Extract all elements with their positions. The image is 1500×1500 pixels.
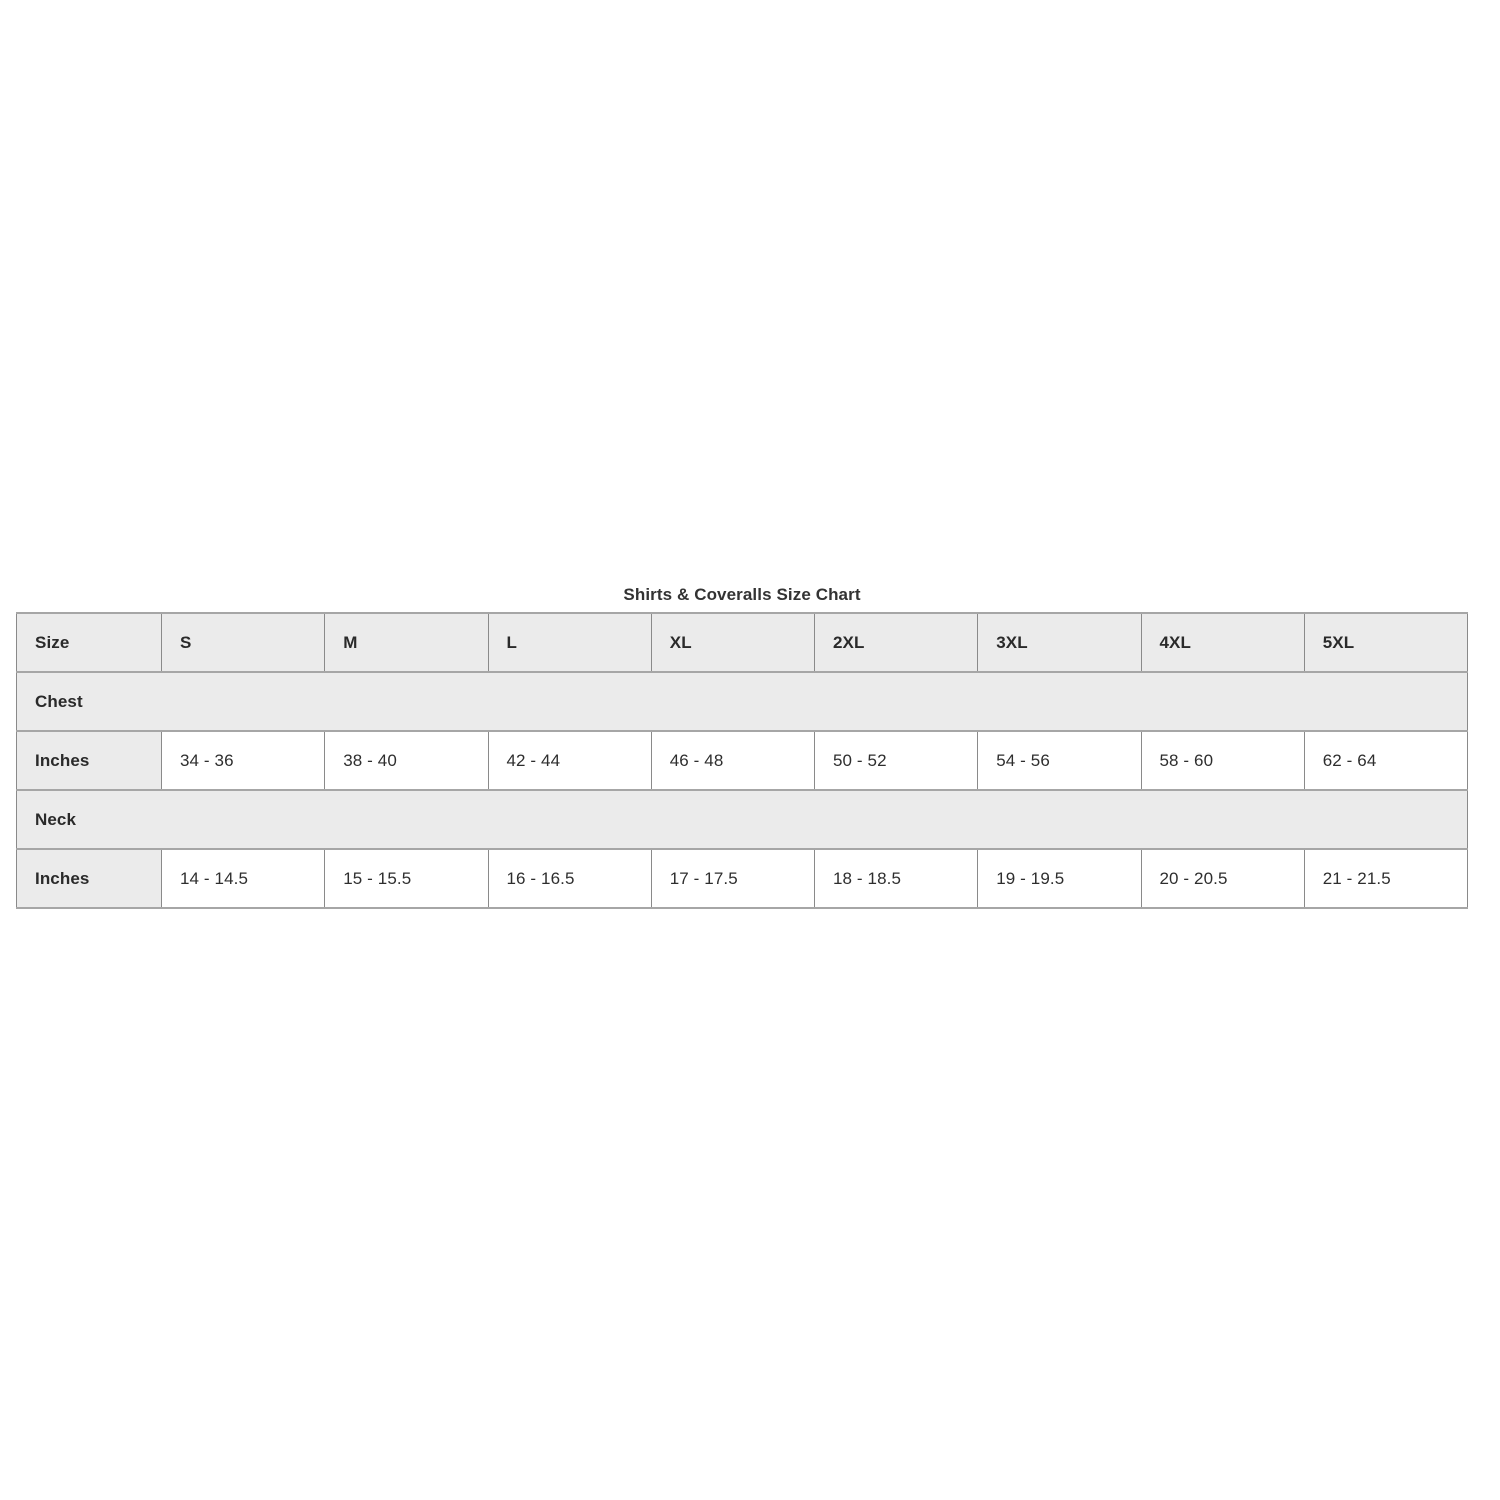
neck-value-s: 14 - 14.5: [160, 848, 326, 909]
header-cell-3xl: 3XL: [977, 612, 1142, 673]
header-cell-5xl: 5XL: [1303, 612, 1469, 673]
chest-value-m: 38 - 40: [324, 730, 489, 791]
row-label-neck-inches: Inches: [16, 848, 162, 909]
section-label-neck: Neck: [16, 789, 1468, 850]
neck-value-3xl: 19 - 19.5: [977, 848, 1142, 909]
neck-value-xl: 17 - 17.5: [650, 848, 816, 909]
header-cell-s: S: [160, 612, 326, 673]
header-cell-2xl: 2XL: [813, 612, 979, 673]
header-cell-l: L: [487, 612, 652, 673]
neck-value-m: 15 - 15.5: [324, 848, 489, 909]
header-row: Size S M L XL 2XL 3XL 4XL 5XL: [16, 612, 1469, 673]
neck-value-l: 16 - 16.5: [487, 848, 652, 909]
section-row-neck: Neck: [16, 789, 1468, 850]
neck-value-5xl: 21 - 21.5: [1303, 848, 1469, 909]
neck-value-2xl: 18 - 18.5: [813, 848, 979, 909]
chest-inches-row: Inches 34 - 36 38 - 40 42 - 44 46 - 48 5…: [16, 730, 1469, 791]
chest-value-3xl: 54 - 56: [977, 730, 1142, 791]
size-chart-title: Shirts & Coveralls Size Chart: [623, 585, 861, 604]
neck-value-4xl: 20 - 20.5: [1140, 848, 1305, 909]
row-label-chest-inches: Inches: [16, 730, 162, 791]
chest-value-2xl: 50 - 52: [813, 730, 979, 791]
chest-value-5xl: 62 - 64: [1303, 730, 1469, 791]
size-chart-table: Size S M L XL 2XL 3XL 4XL 5XL Chest Inch…: [16, 612, 1469, 909]
chest-value-l: 42 - 44: [487, 730, 652, 791]
chest-value-4xl: 58 - 60: [1140, 730, 1305, 791]
neck-inches-row: Inches 14 - 14.5 15 - 15.5 16 - 16.5 17 …: [16, 848, 1469, 909]
header-cell-m: M: [324, 612, 489, 673]
chest-value-xl: 46 - 48: [650, 730, 816, 791]
header-cell-4xl: 4XL: [1140, 612, 1305, 673]
header-cell-xl: XL: [650, 612, 816, 673]
section-label-chest: Chest: [16, 671, 1468, 732]
header-cell-size: Size: [16, 612, 162, 673]
chest-value-s: 34 - 36: [160, 730, 326, 791]
section-row-chest: Chest: [16, 671, 1468, 732]
